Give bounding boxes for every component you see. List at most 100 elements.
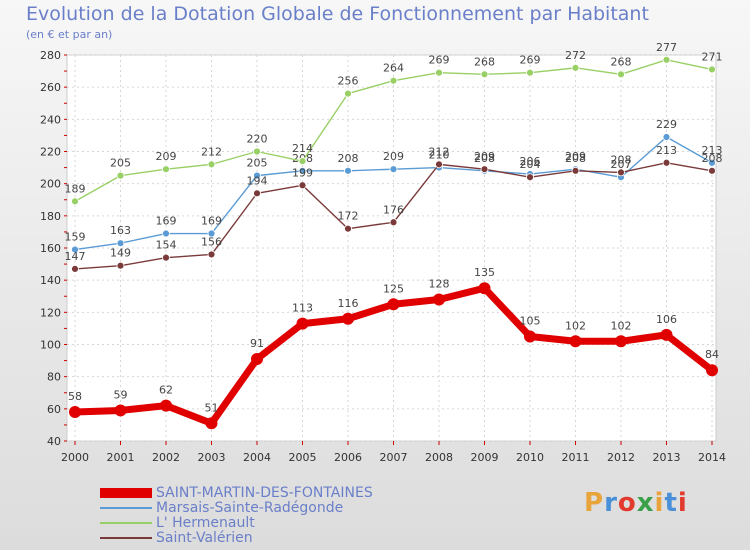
chart-subtitle: (en € et par an) — [26, 28, 113, 41]
data-point — [389, 165, 398, 174]
data-label: 208 — [338, 152, 359, 165]
series-1: 1591631691692052082082092102082062092072… — [65, 118, 723, 254]
data-point — [435, 68, 443, 77]
data-label: 209 — [156, 150, 177, 163]
logo-letter: i — [654, 488, 665, 518]
series-2: 189 205 209 212 220 214 256 264 269 268 269 272 268 2… — [65, 41, 723, 206]
data-label: 229 — [656, 118, 677, 131]
data-point — [569, 335, 582, 348]
data-label: 156 — [201, 235, 222, 248]
data-label: 205 — [247, 157, 268, 170]
data-point — [207, 250, 216, 259]
data-label: 135 — [474, 266, 495, 279]
data-point — [296, 317, 309, 330]
data-label: 209 — [474, 150, 495, 163]
data-label: 256 — [338, 75, 359, 88]
data-label: 269 — [429, 54, 450, 67]
data-point — [389, 218, 398, 227]
data-label: 105 — [520, 314, 541, 327]
data-label: 102 — [611, 319, 632, 332]
data-label: 213 — [702, 144, 723, 157]
legend-swatch-hermenault — [100, 522, 152, 524]
data-point — [162, 229, 170, 238]
data-label: 125 — [383, 282, 404, 295]
legend-item-saint-valerien: Saint-Valérien — [100, 530, 253, 546]
data-label: 172 — [338, 210, 359, 223]
chart-title: Evolution de la Dotation Globale de Fonc… — [26, 3, 649, 25]
x-tick-label: 2011 — [562, 451, 590, 464]
data-point — [344, 224, 352, 233]
data-point — [207, 160, 216, 169]
data-label: 91 — [250, 337, 264, 350]
data-label: 106 — [656, 313, 677, 326]
data-label: 199 — [292, 166, 313, 179]
y-tick-label: 220 — [40, 146, 61, 159]
data-point — [389, 76, 398, 85]
data-label: 205 — [110, 157, 131, 170]
legend-swatch-saint-valerien — [100, 537, 152, 539]
data-label: 147 — [65, 250, 86, 263]
data-label: 271 — [702, 50, 723, 63]
data-point — [615, 335, 627, 348]
data-label: 206 — [520, 155, 541, 168]
data-label: 210 — [429, 149, 450, 162]
y-tick-label: 280 — [40, 49, 61, 62]
data-label: 113 — [292, 302, 313, 315]
data-point — [116, 239, 125, 248]
x-tick-label: 2002 — [152, 451, 180, 464]
logo-letter: t — [664, 488, 678, 518]
x-tick-label: 2013 — [653, 451, 681, 464]
data-point — [253, 147, 261, 156]
data-label: 51 — [205, 401, 219, 414]
logo-letter: r — [604, 488, 618, 518]
legend-item-marsais: Marsais-Sainte-Radégonde — [100, 500, 343, 516]
data-label: 169 — [156, 215, 177, 228]
data-point — [571, 63, 580, 72]
y-tick-label: 180 — [40, 210, 61, 223]
legend-label-saint-valerien: Saint-Valérien — [156, 530, 253, 546]
x-tick-label: 2005 — [289, 451, 317, 464]
data-point — [435, 160, 443, 169]
legend-item-hermenault: L' Hermenault — [100, 515, 255, 531]
legend-label-hermenault: L' Hermenault — [156, 515, 255, 531]
series-0: 58 59 62 51 91 113 116 125 128 135 105 102 102 106 84 — [68, 266, 719, 430]
x-tick-label: 2007 — [380, 451, 408, 464]
data-label: 209 — [383, 150, 404, 163]
data-label: 213 — [656, 144, 677, 157]
data-label: 208 — [474, 152, 495, 165]
data-label: 204 — [520, 158, 541, 171]
data-point — [253, 171, 261, 180]
data-label: 208 — [611, 153, 632, 166]
data-point — [251, 352, 263, 365]
data-label: 268 — [474, 55, 495, 68]
y-tick-label: 100 — [40, 339, 61, 352]
proxiti-logo: Proxiti — [584, 488, 688, 518]
data-point — [708, 65, 716, 74]
data-label: 169 — [201, 215, 222, 228]
data-point — [162, 253, 170, 262]
legend-label-saint-martin: SAINT-MARTIN-DES-FONTAINES — [156, 485, 373, 501]
data-label: 189 — [65, 182, 86, 195]
data-point — [662, 158, 671, 167]
data-point — [298, 166, 307, 175]
y-tick-label: 140 — [40, 274, 61, 287]
x-tick-label: 2004 — [243, 451, 271, 464]
data-label: 209 — [565, 150, 586, 163]
data-label: 212 — [201, 145, 222, 158]
logo-letter: o — [617, 488, 637, 518]
data-point — [662, 55, 671, 64]
data-label: 264 — [383, 62, 404, 75]
data-point — [706, 364, 718, 377]
data-point — [478, 282, 491, 295]
x-tick-label: 2014 — [698, 451, 726, 464]
data-point — [342, 312, 354, 325]
y-tick-label: 40 — [47, 435, 61, 448]
data-point — [526, 173, 534, 182]
data-label: 272 — [565, 49, 586, 62]
x-tick-label: 2003 — [198, 451, 226, 464]
data-point — [617, 70, 625, 79]
data-label: 116 — [338, 297, 359, 310]
x-tick-label: 2012 — [607, 451, 635, 464]
x-tick-label: 2001 — [107, 451, 135, 464]
